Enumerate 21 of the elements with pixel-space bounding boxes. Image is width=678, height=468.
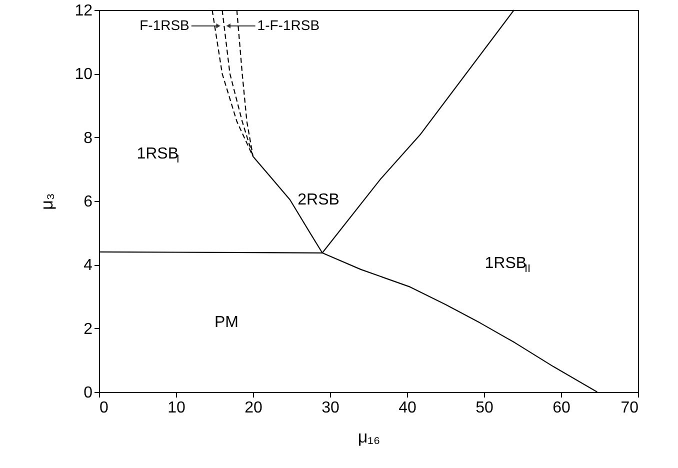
y-tick-label: 12 bbox=[74, 2, 93, 20]
y-tick-label: 8 bbox=[84, 130, 93, 147]
y-tick-label: 6 bbox=[84, 194, 93, 210]
x-tick-label: 0 bbox=[100, 400, 108, 416]
x-tick-label: 20 bbox=[244, 400, 262, 416]
x-axis-title: μ₁₆ bbox=[358, 428, 380, 446]
y-tick-label: 0 bbox=[84, 384, 93, 402]
x-tick-label: 10 bbox=[168, 400, 186, 416]
x-tick-label: 70 bbox=[620, 400, 639, 416]
y-axis-title: μ₃ bbox=[38, 193, 57, 210]
annotation: 1-F-1RSB bbox=[257, 16, 320, 33]
annotation: PM bbox=[214, 314, 238, 331]
x-tick-label: 30 bbox=[322, 400, 340, 416]
y-tick-label: 10 bbox=[74, 66, 93, 84]
x-tick-label: 60 bbox=[552, 400, 570, 416]
annotation: 2RSB bbox=[298, 192, 340, 209]
y-tick-label: 4 bbox=[84, 257, 93, 274]
x-tick-label: 50 bbox=[476, 400, 494, 416]
x-tick-label: 40 bbox=[398, 400, 416, 416]
y-tick-label: 2 bbox=[84, 320, 93, 338]
annotation: F-1RSB bbox=[140, 16, 190, 33]
